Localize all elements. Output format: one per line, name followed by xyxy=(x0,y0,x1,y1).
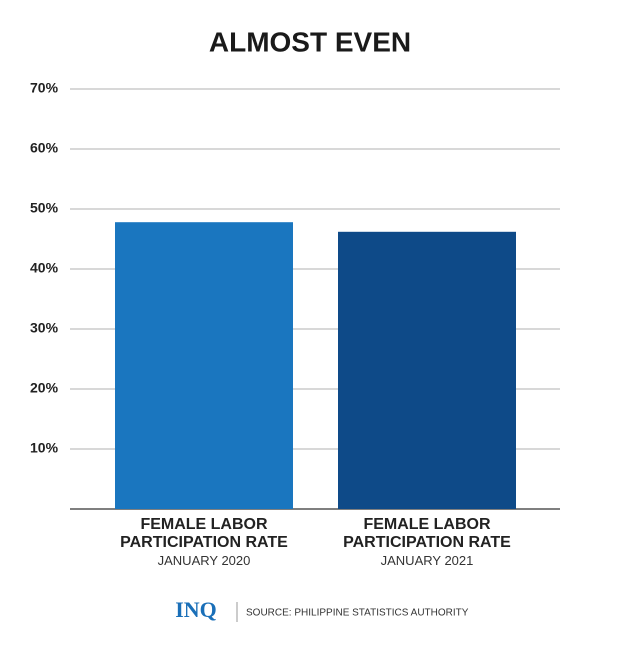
y-tick-label: 10% xyxy=(30,440,59,456)
source: SOURCE: PHILIPPINE STATISTICS AUTHORITY xyxy=(246,608,469,619)
x-tick-label: FEMALE LABOR PARTICIPATION RATE xyxy=(343,516,511,551)
x-tick-label-group: FEMALE LABOR PARTICIPATION RATE JANUARY 2… xyxy=(104,516,304,570)
logo: INQ xyxy=(175,597,217,622)
y-tick-label: 40% xyxy=(30,260,59,276)
y-tick-label: 30% xyxy=(30,320,59,336)
x-tick-sublabel: JANUARY 2020 xyxy=(157,553,251,568)
x-tick-sublabel: JANUARY 2021 xyxy=(380,553,474,568)
bar xyxy=(115,222,293,509)
x-tick-label: FEMALE LABOR PARTICIPATION RATE xyxy=(120,516,288,551)
y-tick-label: 50% xyxy=(30,200,59,216)
bar xyxy=(338,231,516,510)
y-tick-label: 20% xyxy=(30,380,59,396)
y-tick-label: 60% xyxy=(30,140,59,156)
y-tick-label: 70% xyxy=(30,80,59,96)
chart-title: ALMOST EVEN xyxy=(209,26,411,57)
x-tick-label-group: FEMALE LABOR PARTICIPATION RATE JANUARY 2… xyxy=(327,516,527,570)
